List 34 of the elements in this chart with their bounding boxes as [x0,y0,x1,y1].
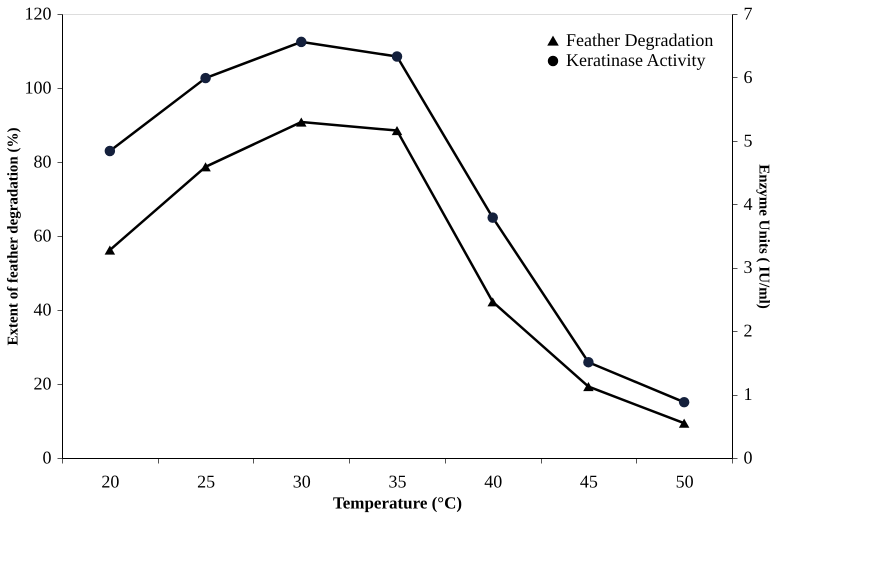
x-axis-title: Temperature (°C) [332,494,462,512]
x-tick-label: 35 [388,472,406,492]
y-tick-label: 60 [34,226,52,246]
point [104,246,116,255]
point [200,162,211,172]
x-tick-label: 25 [197,472,216,492]
y2-tick-label: 1 [744,384,752,404]
y2-tick-label: 0 [744,448,752,468]
y-tick-label: 20 [34,374,52,394]
y2-tick-label: 6 [744,66,752,87]
x-tick-label: 45 [580,472,598,492]
y-tick-label: 80 [34,152,52,172]
point [296,118,307,127]
point [678,418,690,428]
x-tick-label: 30 [292,472,311,492]
x-tick-label: 50 [676,472,694,492]
point [583,382,594,392]
y2-tick-label: 3 [744,257,752,278]
y-tick-label: 120 [24,4,52,24]
y2-axis-title: Enzyme Units ( IU/ml) [756,164,772,309]
x-tick-label: 20 [101,472,120,492]
x-tick-label: 40 [484,472,502,492]
y2-tick-label: 2 [744,320,752,341]
y-axis-title: Extent of feather degradation (%) [6,127,22,346]
y2-tick-label: 4 [744,194,752,214]
point [487,297,498,306]
y2-tick-label: 5 [744,130,752,150]
point [392,126,402,136]
y-tick-label: 100 [24,78,52,98]
y2-tick-label: 7 [744,4,752,24]
y-tick-label: 0 [42,448,52,468]
legend-label: Feather Degradation [566,30,714,50]
y-tick-label: 40 [34,300,52,320]
legend-label: Keratinase Activity [566,50,706,70]
